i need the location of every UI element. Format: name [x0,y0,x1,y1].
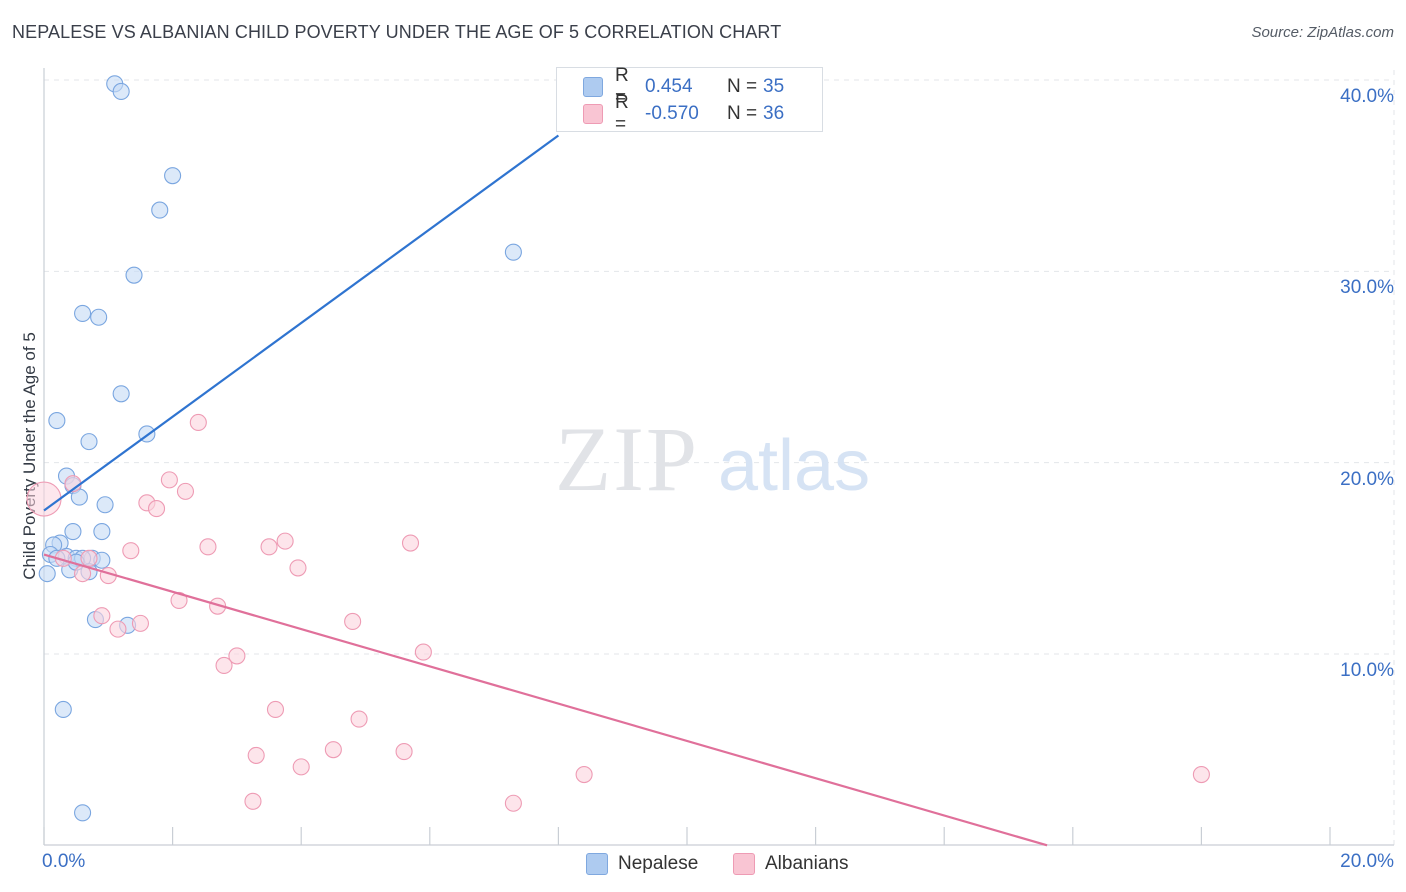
source-label: Source: ZipAtlas.com [1251,24,1394,41]
legend-row-nepalese: R = 0.454 N = 35 [583,65,785,108]
data-point-albanians [189,413,207,432]
data-point-nepalese [96,496,114,514]
data-point-albanians [93,607,111,625]
legend-n-label: N = [727,103,758,124]
bottom-legend-swatch-nepalese [586,853,608,875]
trend-lines [43,134,1048,847]
data-point-albanians [170,591,188,609]
x-tick-label: 0.0% [42,851,86,872]
data-point-albanians [244,792,262,810]
data-point-albanians [122,542,140,560]
data-point-albanians [266,700,285,719]
data-point-albanians [276,532,294,550]
correlation-legend: R = 0.454 N = 35 R = -0.570 N = 36 [556,65,823,135]
legend-n-value: 36 [763,103,785,124]
data-point-nepalese [112,385,130,403]
data-point-nepalese [504,243,522,261]
data-point-albanians [395,743,413,761]
bottom-legend-swatch-albanians [733,853,755,875]
legend-swatch-nepalese [583,77,603,97]
trend-line-albanians [43,553,1048,847]
legend-n-value: 35 [763,76,785,97]
watermark-atlas: atlas [718,426,870,506]
legend-n-label: N = [727,76,758,97]
data-point-albanians [324,741,342,759]
data-point-albanians [109,620,127,638]
data-point-albanians [215,656,233,675]
data-point-albanians [131,614,149,632]
bottom-legend-albanians: Albanians [733,851,848,877]
data-point-albanians [289,559,307,577]
data-point-nepalese [48,412,66,430]
data-point-nepalese [164,167,182,185]
bottom-legend-label-albanians: Albanians [765,853,849,874]
y-tick-label: 10.0% [1340,660,1394,681]
chart-title: NEPALESE VS ALBANIAN CHILD POVERTY UNDER… [12,22,782,42]
data-point-albanians [350,710,368,728]
data-point-albanians [575,765,593,784]
data-point-albanians [147,500,166,518]
legend-swatch-albanians [583,104,603,124]
legend-r-label: R = [615,65,629,108]
data-point-albanians [80,549,98,567]
y-tick-label: 30.0% [1340,277,1394,299]
data-point-albanians [247,746,265,764]
data-point-albanians [344,612,362,631]
data-point-albanians [260,538,278,556]
data-point-nepalese [112,82,130,101]
data-point-nepalese [90,308,108,326]
legend-row-albanians: R = -0.570 N = 36 [583,92,785,135]
data-point-albanians [176,482,195,500]
data-point-nepalese [54,700,72,719]
data-point-albanians [292,758,310,776]
trend-line-nepalese [43,134,560,512]
data-point-albanians [26,481,62,517]
data-point-nepalese [80,433,98,451]
data-point-albanians [199,538,217,556]
data-point-nepalese [38,565,56,583]
data-point-albanians [414,643,432,661]
data-point-albanians [160,471,178,489]
y-tick-label: 20.0% [1340,468,1394,490]
axes [43,68,1394,846]
gridlines [44,70,1395,845]
data-point-nepalese [93,522,111,541]
legend-r-value: -0.570 [645,103,699,124]
bottom-legend-nepalese: Nepalese [586,851,698,877]
y-tick-label: 40.0% [1340,86,1394,107]
watermark-zip: ZIP [555,408,699,510]
legend-r-value: 0.454 [645,76,693,97]
data-point-nepalese [125,266,143,284]
data-point-nepalese [64,522,82,541]
legend-r-label: R = [615,92,629,135]
data-point-albanians [401,534,420,552]
data-point-nepalese [74,304,92,322]
data-point-nepalese [74,804,92,822]
data-point-nepalese [151,201,169,219]
data-point-albanians [504,794,522,812]
watermark: ZIP atlas [555,408,870,510]
data-point-albanians [1192,765,1210,784]
data-point-albanians [228,647,246,665]
x-tick-label: 20.0% [1340,851,1394,872]
bottom-legend-label-nepalese: Nepalese [618,853,699,874]
